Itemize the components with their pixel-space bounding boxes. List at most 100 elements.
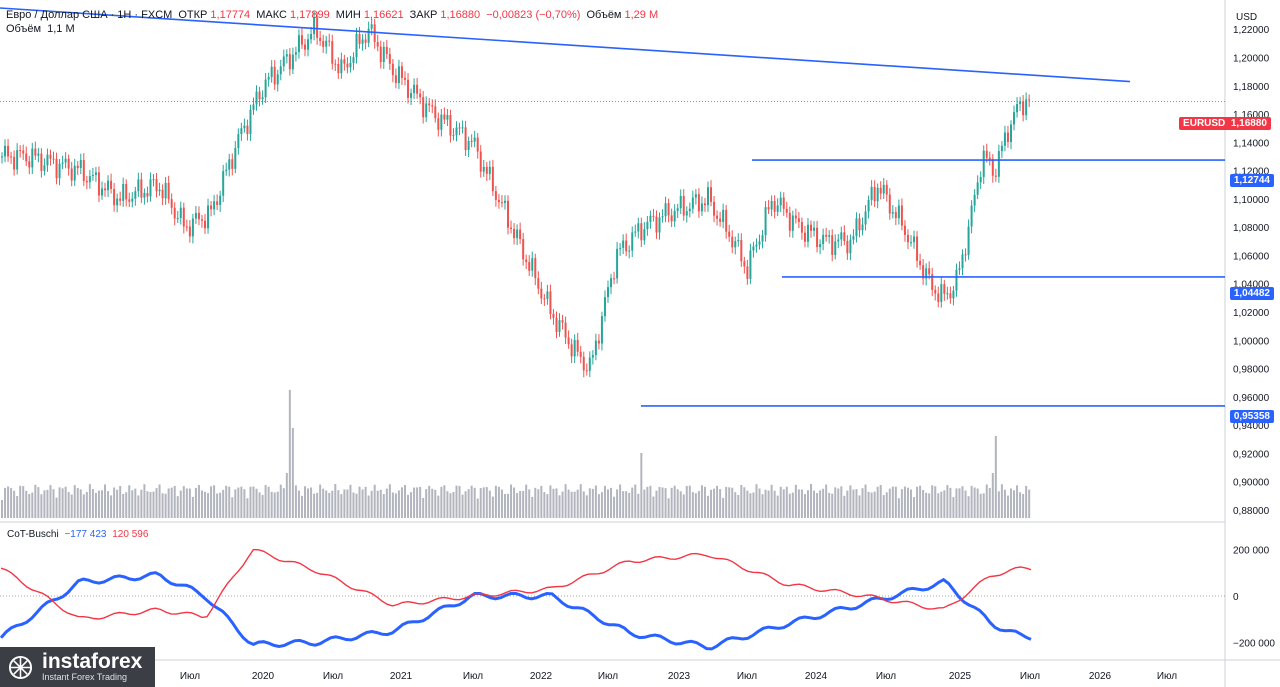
cot-series-line bbox=[0, 548, 1032, 620]
volume-bar bbox=[522, 491, 525, 518]
volume-bar bbox=[870, 492, 873, 518]
candle-body bbox=[728, 231, 731, 237]
candle-body bbox=[243, 125, 246, 129]
candle-body bbox=[273, 66, 276, 85]
volume-bar bbox=[891, 486, 894, 518]
volume-bar bbox=[564, 484, 567, 518]
candle-body bbox=[261, 97, 264, 100]
volume-bar bbox=[961, 486, 964, 518]
volume-bar bbox=[273, 492, 276, 518]
candle-body bbox=[937, 293, 940, 302]
candle-body bbox=[573, 339, 576, 357]
candle-body bbox=[813, 227, 816, 231]
volume-bar bbox=[316, 492, 319, 518]
candle-body bbox=[131, 198, 134, 202]
volume-bar bbox=[249, 486, 252, 518]
volume-bar bbox=[549, 485, 552, 518]
volume-bar bbox=[252, 486, 255, 518]
volume-bar bbox=[970, 485, 973, 518]
volume-bar bbox=[607, 489, 609, 518]
price-tick-label: 0,98000 bbox=[1233, 365, 1270, 376]
volume-bar bbox=[843, 495, 846, 518]
candle-body bbox=[394, 75, 397, 84]
candle-body bbox=[513, 229, 516, 239]
volume-bar bbox=[825, 484, 828, 518]
volume-bar bbox=[710, 489, 713, 518]
candle-body bbox=[355, 33, 358, 58]
candle-body bbox=[613, 278, 616, 280]
candle-body bbox=[670, 215, 673, 222]
candle-body bbox=[582, 356, 585, 371]
candle-body bbox=[361, 39, 364, 44]
candle-body bbox=[819, 244, 822, 248]
volume-bar bbox=[491, 496, 494, 518]
candle-body bbox=[46, 154, 49, 166]
volume-bar bbox=[643, 489, 646, 518]
candle-body bbox=[555, 317, 558, 332]
candle-body bbox=[331, 41, 334, 64]
volume-bars bbox=[1, 390, 1031, 518]
candle-body bbox=[806, 224, 809, 242]
candle-body bbox=[631, 232, 634, 251]
candle-body bbox=[694, 194, 697, 198]
candle-body bbox=[43, 165, 46, 171]
candle-body bbox=[173, 207, 176, 219]
volume-bar bbox=[803, 494, 806, 518]
candle-body bbox=[264, 79, 267, 98]
candle-body bbox=[634, 231, 637, 233]
candle-body bbox=[543, 298, 546, 300]
instaforex-logo[interactable]: instaforex Instant Forex Trading bbox=[0, 647, 155, 687]
candle-body bbox=[200, 219, 203, 221]
time-tick-label: 2022 bbox=[530, 671, 553, 682]
candle-body bbox=[507, 200, 510, 228]
volume-bar bbox=[910, 489, 912, 518]
candle-body bbox=[1019, 101, 1022, 105]
candle-body bbox=[840, 232, 843, 240]
candle-body bbox=[913, 236, 916, 243]
volume-bar bbox=[885, 492, 888, 518]
volume-bar bbox=[740, 484, 743, 518]
candle-body bbox=[537, 278, 540, 289]
volume-bar bbox=[100, 490, 103, 518]
volume-bar bbox=[567, 489, 570, 518]
price-tick-label: 1,22000 bbox=[1233, 25, 1270, 36]
candle-body bbox=[622, 240, 625, 248]
candle-body bbox=[576, 339, 579, 352]
volume-bar bbox=[458, 485, 461, 518]
candle-body bbox=[867, 200, 870, 212]
volume-bar bbox=[755, 484, 758, 518]
time-tick-label: 2023 bbox=[668, 671, 691, 682]
volume-bar bbox=[322, 488, 325, 518]
volume-bar bbox=[637, 493, 640, 518]
candle-body bbox=[297, 35, 300, 53]
candle-body bbox=[76, 165, 79, 169]
volume-bar bbox=[210, 486, 213, 518]
candle-body bbox=[370, 24, 373, 29]
volume-bar bbox=[179, 490, 182, 518]
volume-bar bbox=[422, 497, 425, 518]
candle-body bbox=[425, 103, 428, 118]
candle-body bbox=[28, 161, 31, 168]
volume-bar bbox=[213, 485, 216, 518]
volume-bar bbox=[1006, 495, 1009, 518]
candle-body bbox=[188, 226, 191, 237]
time-tick-label: Июл bbox=[876, 671, 896, 682]
volume-bar bbox=[446, 491, 449, 518]
candle-body bbox=[919, 260, 922, 266]
candle-body bbox=[400, 66, 403, 78]
price-tick-label: 0,94000 bbox=[1233, 421, 1270, 432]
volume-bar bbox=[991, 473, 994, 518]
volume-bar bbox=[731, 487, 734, 518]
volume-bar bbox=[131, 490, 134, 518]
candle-body bbox=[797, 218, 800, 223]
volume-bar bbox=[55, 497, 58, 518]
volume-bar bbox=[425, 489, 428, 518]
volume-bar bbox=[440, 486, 443, 518]
candle-body bbox=[191, 218, 194, 237]
candle-body bbox=[285, 54, 288, 57]
candle-body bbox=[685, 211, 688, 216]
volume-bar bbox=[146, 491, 149, 518]
candle-body bbox=[491, 166, 494, 192]
candle-body bbox=[70, 168, 73, 181]
